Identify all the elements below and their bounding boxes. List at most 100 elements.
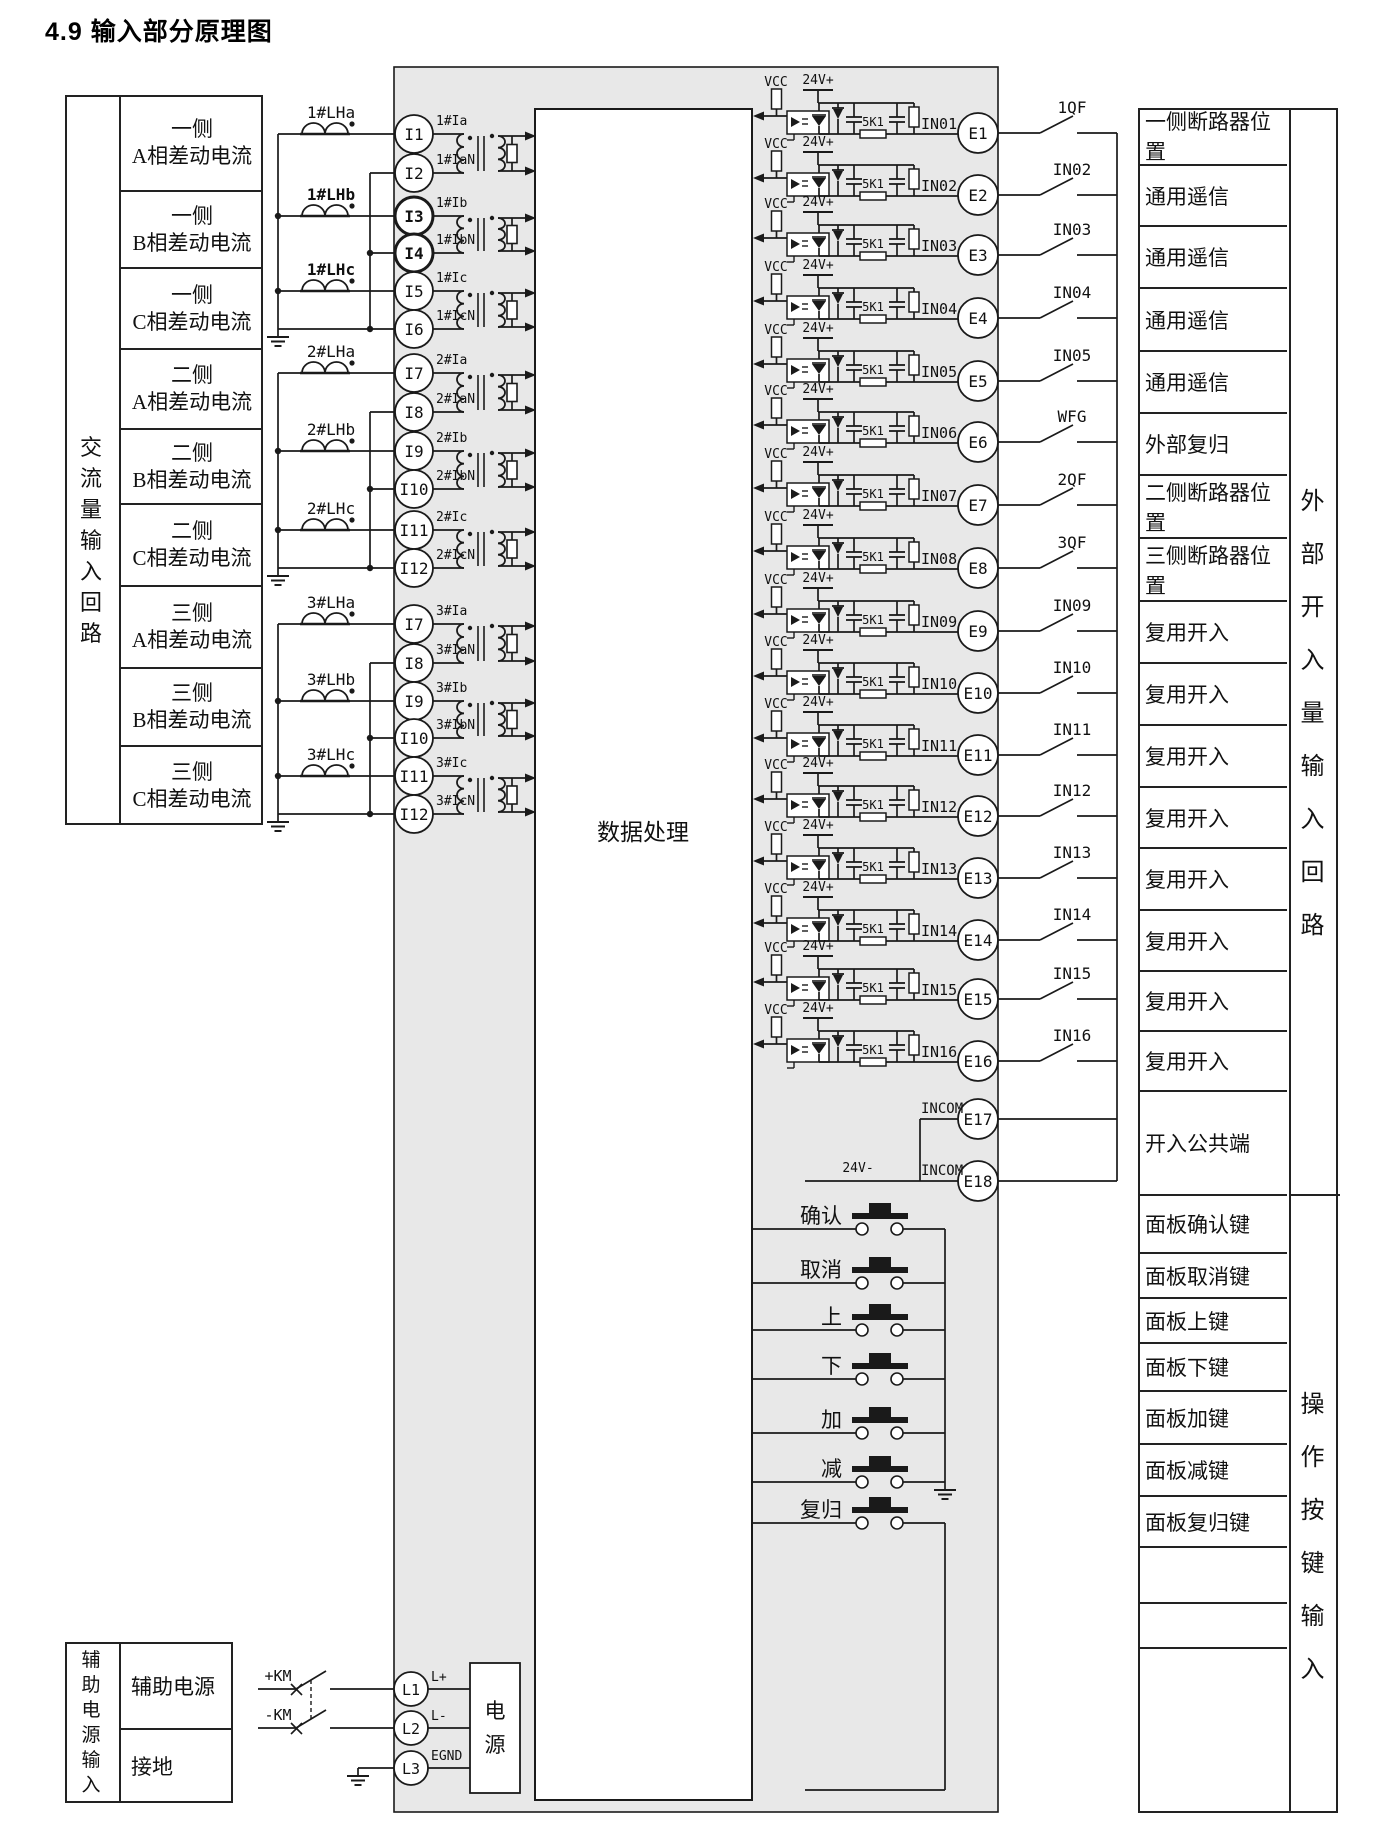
panel-button-5: 减 — [752, 1456, 945, 1489]
switch-label: IN14 — [1053, 905, 1092, 924]
table-row: 通用遥信 — [1140, 164, 1287, 225]
v24-label: 24V+ — [802, 321, 833, 336]
ct-label: 3#LHc — [307, 745, 355, 764]
signal-label: 3#IaN — [436, 643, 475, 658]
table-row: 通用遥信 — [1140, 287, 1287, 350]
v24-label: 24V+ — [802, 73, 833, 88]
vlabel-char: 外 — [1300, 489, 1325, 515]
digital-input-IN13: VCC 24V+ 5K1 IN13 E13 IN13 — [753, 818, 1117, 899]
v24-label: 24V+ — [802, 382, 833, 397]
button-label: 减 — [821, 1457, 842, 1481]
signal-label: 2#Ib — [436, 431, 467, 446]
input-label: IN13 — [921, 860, 957, 878]
terminal-id: L2 — [402, 1720, 420, 1738]
row-line1: 二侧 — [171, 440, 213, 465]
button-label: 确认 — [800, 1204, 842, 1228]
digital-input-IN02: VCC 24V+ 5K1 IN02 E2 IN02 — [753, 135, 1117, 216]
res-label: 5K1 — [862, 737, 884, 751]
terminal-id: I8 — [404, 654, 423, 673]
incom-label: INCOM — [921, 1101, 963, 1117]
digital-input-table: 一侧断路器位置 通用遥信 通用遥信 通用遥信 通用遥信 外部复归 二侧断路器位置 三侧断路器位… — [1138, 108, 1340, 1813]
vcc-label: VCC — [764, 882, 787, 897]
switch-label: IN02 — [1053, 160, 1092, 179]
signal-label: 1#Ib — [436, 196, 467, 211]
digital-input-IN10: VCC 24V+ 5K1 IN10 E10 IN10 — [753, 633, 1117, 714]
vcc-label: VCC — [764, 197, 787, 212]
vlabel-char: 操 — [1300, 1392, 1325, 1418]
vlabel-char: 入 — [79, 559, 102, 584]
row-line1: 二侧 — [171, 363, 213, 387]
terminal-id: I9 — [404, 692, 423, 711]
vlabel-char: 回 — [79, 590, 102, 615]
digital-input-IN11: VCC 24V+ 5K1 IN11 E11 IN11 — [753, 695, 1117, 776]
res-label: 5K1 — [862, 922, 884, 936]
vlabel-char: 源 — [484, 1733, 506, 1757]
ct-label: 2#LHb — [307, 420, 355, 439]
switch-label: 2QF — [1058, 470, 1087, 489]
input-label: IN08 — [921, 550, 957, 568]
table-row — [1140, 1647, 1287, 1813]
digital-input-IN15: VCC 24V+ 5K1 IN15 E15 IN15 — [753, 939, 1117, 1020]
input-label: IN03 — [921, 237, 957, 255]
button-label: 加 — [821, 1408, 842, 1432]
signal-label: 2#Ia — [436, 353, 467, 368]
button-label: 复归 — [800, 1498, 842, 1522]
signal-label: 2#Ic — [436, 510, 467, 525]
table-row: 面板减键 — [1140, 1443, 1287, 1495]
terminal-id: E3 — [968, 246, 987, 265]
vcc-label: VCC — [764, 137, 787, 152]
table-row: 一侧断路器位置 — [1145, 110, 1271, 164]
switch-label: IN04 — [1053, 283, 1092, 302]
digital-input-IN05: VCC 24V+ 5K1 IN05 E5 IN05 — [753, 321, 1117, 402]
switch-label: 3QF — [1058, 533, 1087, 552]
power-label: 电源 — [470, 1694, 520, 1762]
res-label: 5K1 — [862, 1043, 884, 1057]
terminal-id: E17 — [964, 1110, 993, 1129]
terminal-id: E10 — [964, 684, 993, 703]
vcc-label: VCC — [764, 820, 787, 835]
digital-input-IN06: VCC 24V+ 5K1 IN06 E6 WFG — [753, 382, 1117, 463]
vcc-label: VCC — [764, 697, 787, 712]
table-row: 通用遥信 — [1140, 225, 1287, 287]
aux-power-table: 辅助电源 接地 — [65, 1642, 233, 1803]
vcc-label: VCC — [764, 510, 787, 525]
terminal-id: I11 — [400, 521, 429, 540]
row-line2: C相差动电流 — [132, 546, 252, 570]
digital-input-IN04: VCC 24V+ 5K1 IN04 E4 IN04 — [753, 258, 1117, 339]
vlabel-char: 输 — [81, 1750, 101, 1771]
digital-input-IN16: VCC 24V+ 5K1 IN16 E16 IN16 — [753, 1001, 1117, 1082]
vlabel-char: 量 — [1300, 701, 1325, 727]
table-row: 二侧断路器位置 — [1140, 474, 1287, 537]
panel-button-1: 取消 — [752, 1257, 945, 1290]
vlabel-char: 电 — [484, 1699, 506, 1723]
input-label: IN10 — [921, 675, 957, 693]
row-line2: B相差动电流 — [132, 708, 252, 732]
panel-button-6: 复归 — [752, 1497, 945, 1530]
terminal-id: E1 — [968, 124, 987, 143]
ac-input-table: 一侧 A相差动电流 一侧 B相差动电流 一侧 C相差动电流 二侧 A相差动电流 二侧 B相差动电流… — [65, 95, 263, 825]
terminal-id: I7 — [404, 364, 423, 383]
aux-power: +KM -KM L1 L+ L2 L- L3 EGND — [258, 1662, 521, 1794]
input-label: IN05 — [921, 363, 957, 381]
vlabel-char: 量 — [79, 497, 102, 522]
res-label: 5K1 — [862, 115, 884, 129]
table-row: 面板下键 — [1140, 1342, 1287, 1390]
signal-label: 1#IaN — [436, 153, 475, 168]
v24-label: 24V+ — [802, 445, 833, 460]
switch-label: IN11 — [1053, 720, 1092, 739]
row-line2: C相差动电流 — [132, 309, 252, 334]
ct-label: 1#LHa — [307, 103, 355, 122]
vcc-label: VCC — [764, 323, 787, 338]
row-line1: 三侧 — [171, 760, 213, 784]
v24-label: 24V+ — [802, 571, 833, 586]
v24-label: 24V+ — [802, 258, 833, 273]
signal-label: 2#IaN — [436, 392, 475, 407]
vlabel-char: 路 — [79, 621, 102, 646]
digital-input-IN01: VCC 24V+ 5K1 IN01 E1 1QF — [753, 73, 1117, 154]
signal-label: 3#Ib — [436, 681, 467, 696]
vlabel-char: 辅 — [81, 1650, 101, 1671]
button-bus — [805, 1229, 956, 1791]
res-label: 5K1 — [862, 860, 884, 874]
terminal-id: I12 — [400, 559, 429, 578]
